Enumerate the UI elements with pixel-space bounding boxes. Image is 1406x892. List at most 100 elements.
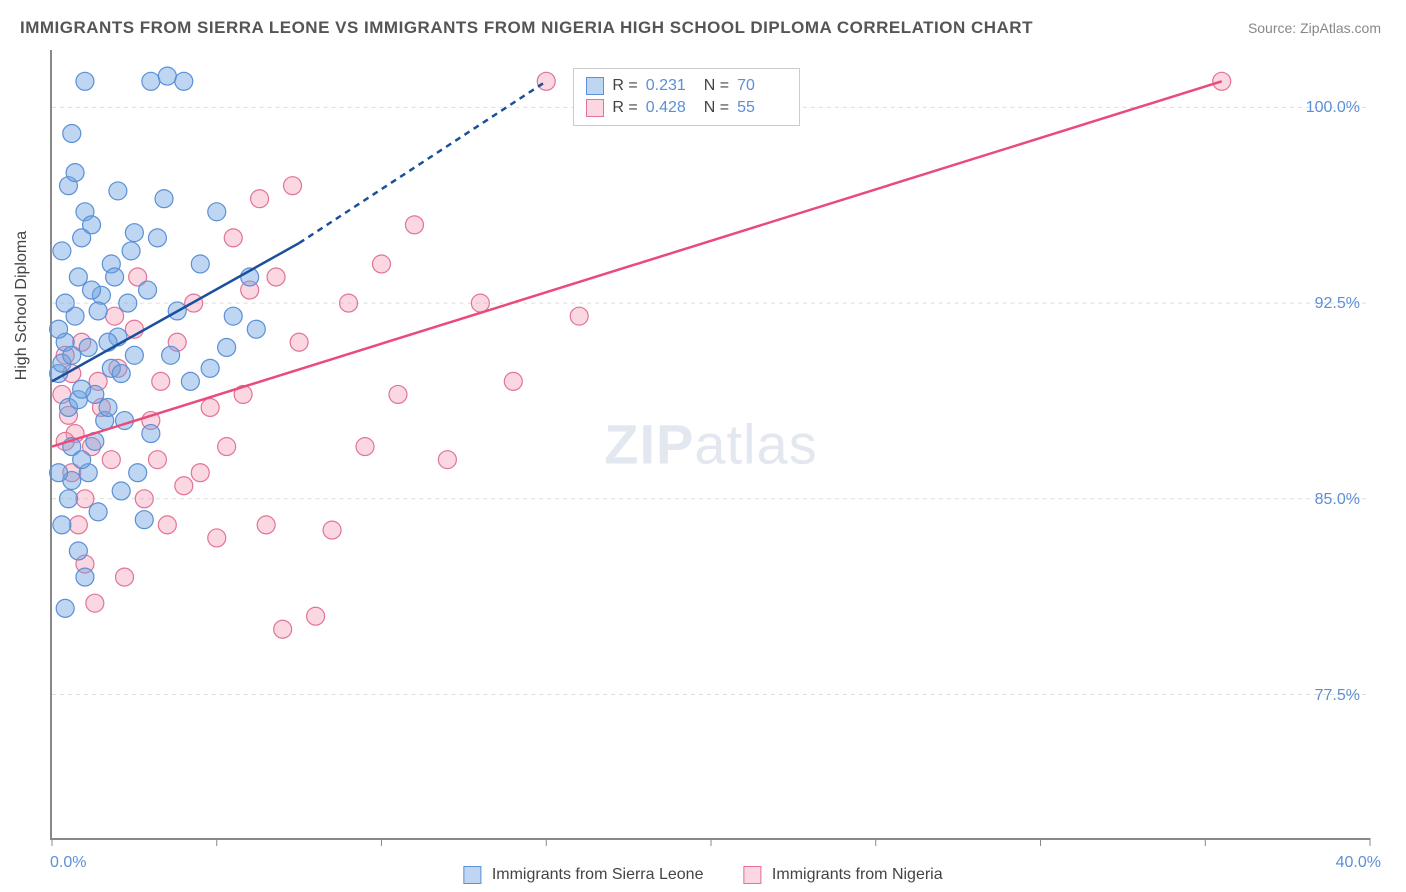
data-point: [73, 451, 91, 469]
stats-box: R = 0.231 N = 70 R = 0.428 N = 55: [573, 68, 800, 126]
data-point: [373, 255, 391, 273]
data-point: [139, 281, 157, 299]
x-tick-left: 0.0%: [50, 854, 86, 872]
swatch-b-icon: [586, 99, 604, 117]
data-point: [201, 359, 219, 377]
data-point: [148, 229, 166, 247]
plot-area: ZIPatlas 77.5%85.0%92.5%100.0% R = 0.231…: [50, 50, 1370, 840]
data-point: [1213, 72, 1231, 90]
data-point: [59, 490, 77, 508]
data-point: [50, 464, 68, 482]
data-point: [53, 516, 71, 534]
data-point: [83, 216, 101, 234]
data-point: [224, 229, 242, 247]
data-point: [471, 294, 489, 312]
data-point: [257, 516, 275, 534]
data-point: [356, 438, 374, 456]
data-point: [112, 365, 130, 383]
data-point: [405, 216, 423, 234]
x-tick-right: 40.0%: [1336, 854, 1381, 872]
legend-item-b: Immigrants from Nigeria: [743, 866, 942, 884]
data-point: [158, 516, 176, 534]
data-point: [175, 72, 193, 90]
legend-swatch-b-icon: [743, 866, 761, 884]
regression-line: [52, 81, 1222, 446]
y-tick-label: 85.0%: [1315, 491, 1360, 509]
data-point: [191, 464, 209, 482]
data-point: [56, 294, 74, 312]
data-point: [116, 568, 134, 586]
data-point: [102, 451, 120, 469]
data-point: [251, 190, 269, 208]
data-point: [63, 125, 81, 143]
data-point: [307, 607, 325, 625]
data-point: [56, 599, 74, 617]
stats-row-a: R = 0.231 N = 70: [586, 75, 787, 97]
data-point: [224, 307, 242, 325]
data-point: [191, 255, 209, 273]
data-point: [106, 268, 124, 286]
data-point: [76, 568, 94, 586]
data-point: [135, 511, 153, 529]
data-point: [274, 620, 292, 638]
data-point: [129, 464, 147, 482]
data-point: [323, 521, 341, 539]
stats-row-b: R = 0.428 N = 55: [586, 97, 787, 119]
data-point: [152, 372, 170, 390]
data-point: [76, 490, 94, 508]
data-point: [112, 482, 130, 500]
data-point: [537, 72, 555, 90]
data-point: [208, 203, 226, 221]
y-tick-label: 92.5%: [1315, 295, 1360, 313]
y-tick-label: 77.5%: [1315, 687, 1360, 705]
source-label: Source: ZipAtlas.com: [1248, 20, 1381, 36]
data-point: [570, 307, 588, 325]
data-point: [162, 346, 180, 364]
data-point: [125, 346, 143, 364]
data-point: [389, 385, 407, 403]
data-point: [218, 438, 236, 456]
data-point: [99, 398, 117, 416]
data-point: [122, 242, 140, 260]
data-point: [290, 333, 308, 351]
chart-title: IMMIGRANTS FROM SIERRA LEONE VS IMMIGRAN…: [20, 18, 1033, 38]
data-point: [175, 477, 193, 495]
data-point: [73, 380, 91, 398]
data-point: [69, 268, 87, 286]
regression-line: [299, 81, 546, 243]
data-point: [69, 542, 87, 560]
legend-item-a: Immigrants from Sierra Leone: [463, 866, 703, 884]
swatch-a-icon: [586, 77, 604, 95]
data-point: [53, 242, 71, 260]
data-point: [155, 190, 173, 208]
data-point: [66, 164, 84, 182]
data-point: [158, 67, 176, 85]
chart-container: IMMIGRANTS FROM SIERRA LEONE VS IMMIGRAN…: [0, 0, 1406, 892]
data-point: [218, 338, 236, 356]
data-point: [135, 490, 153, 508]
data-point: [119, 294, 137, 312]
y-axis-label: High School Diploma: [13, 231, 31, 380]
data-point: [109, 182, 127, 200]
data-point: [208, 529, 226, 547]
data-point: [99, 333, 117, 351]
data-point: [247, 320, 265, 338]
legend-swatch-a-icon: [463, 866, 481, 884]
data-point: [89, 503, 107, 521]
data-point: [284, 177, 302, 195]
data-point: [142, 72, 160, 90]
data-point: [79, 338, 97, 356]
data-point: [340, 294, 358, 312]
data-point: [86, 594, 104, 612]
data-point: [89, 302, 107, 320]
data-point: [125, 224, 143, 242]
plot-svg: [52, 50, 1370, 838]
data-point: [63, 346, 81, 364]
data-point: [106, 307, 124, 325]
data-point: [201, 398, 219, 416]
legend: Immigrants from Sierra Leone Immigrants …: [463, 866, 942, 884]
data-point: [504, 372, 522, 390]
data-point: [142, 425, 160, 443]
data-point: [50, 320, 68, 338]
data-point: [148, 451, 166, 469]
